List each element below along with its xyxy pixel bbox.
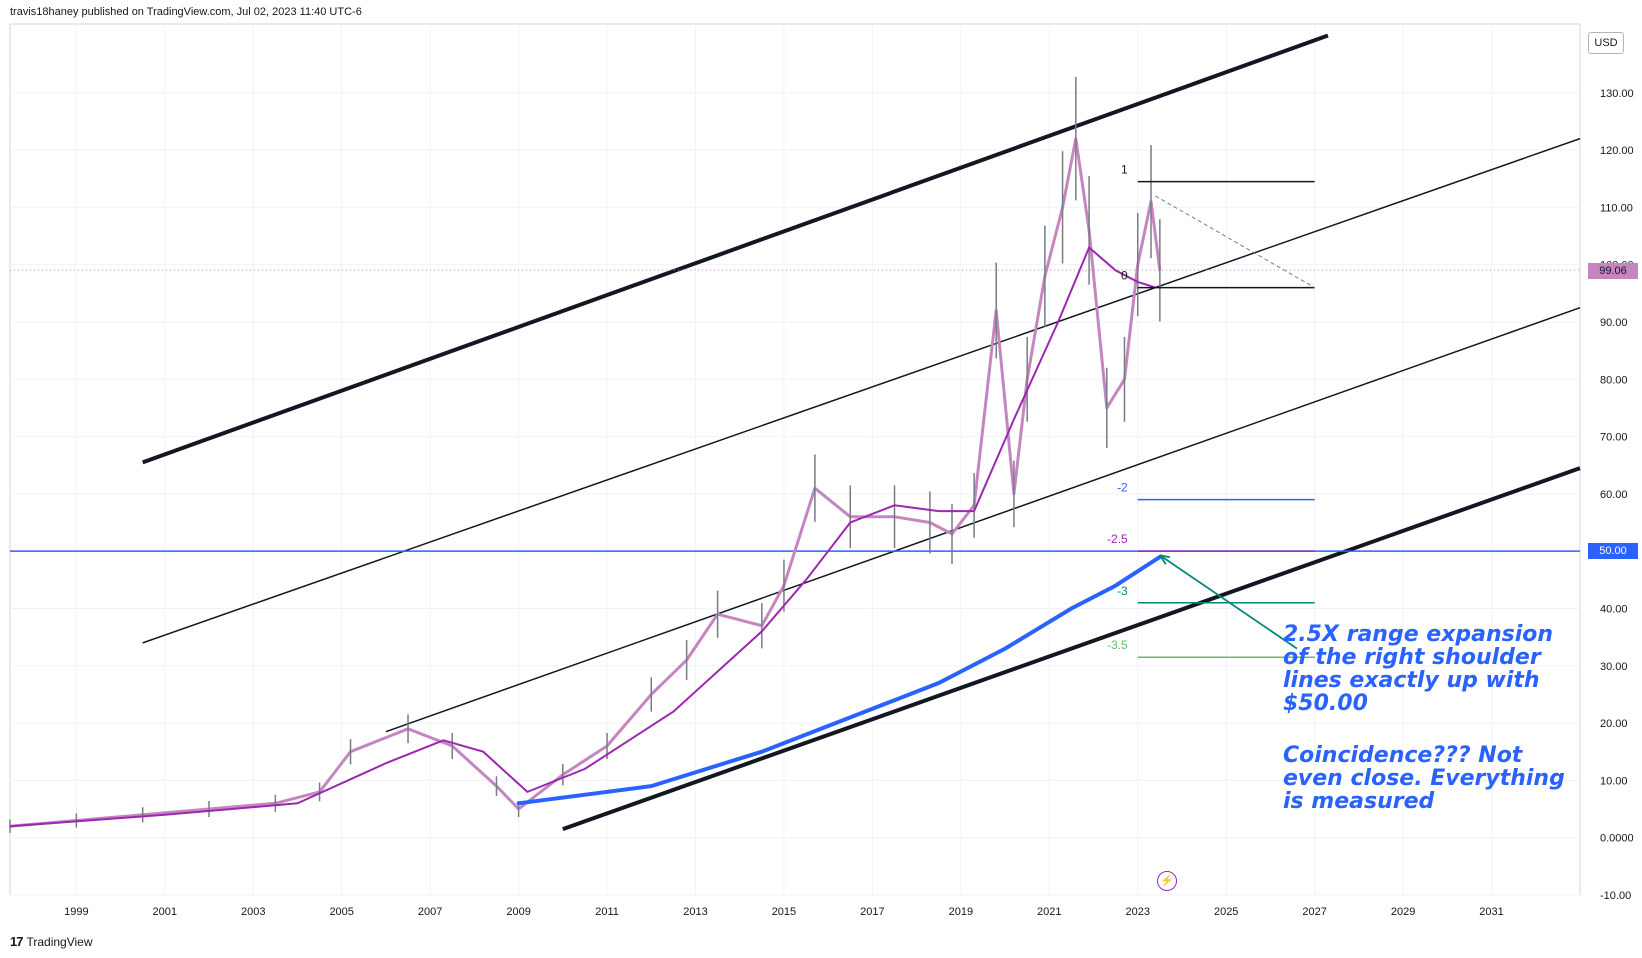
annotation-line: even close. Everything <box>1283 766 1565 791</box>
lightning-icon[interactable]: ⚡ <box>1157 871 1177 891</box>
x-tick-label: 2013 <box>683 906 707 918</box>
y-tick-label: 0.0000 <box>1600 833 1634 845</box>
annotation-coincidence: Coincidence??? Not even close. Everythin… <box>1283 744 1565 813</box>
y-tick-label: 90.00 <box>1600 317 1628 329</box>
last-price-tag: 99.06 <box>1588 263 1638 279</box>
x-tick-label: 2011 <box>595 906 619 918</box>
annotation-expansion: 2.5X range expansion of the right should… <box>1283 623 1553 715</box>
x-tick-label: 2007 <box>418 906 442 918</box>
y-tick-label: 120.00 <box>1600 145 1634 157</box>
level-price-tag: 50.00 <box>1588 543 1638 559</box>
x-tick-label: 2031 <box>1479 906 1503 918</box>
tradingview-logo-icon: 17 <box>10 934 24 949</box>
fib-level-label: -2 <box>1117 481 1128 495</box>
channel-line <box>142 137 1581 644</box>
x-tick-label: 2017 <box>860 906 884 918</box>
y-tick-label: 60.00 <box>1600 489 1628 501</box>
moving-average-line <box>9 245 1156 828</box>
publisher-header: travis18haney published on TradingView.c… <box>10 6 362 18</box>
y-tick-label: 40.00 <box>1600 603 1628 615</box>
x-tick-label: 2015 <box>772 906 796 918</box>
long-trend-line <box>516 554 1162 806</box>
fib-level-label: -2.5 <box>1107 532 1128 546</box>
annotation-line: $50.00 <box>1283 691 1368 716</box>
x-tick-label: 2021 <box>1037 906 1061 918</box>
x-axis: 1999 2001 2003 2005 2007 2009 2011 2013 2015 2017… <box>64 906 1504 918</box>
channel-line <box>562 466 1581 831</box>
annotation-arrowhead <box>1159 554 1171 565</box>
projection-dash-line <box>1155 195 1315 289</box>
currency-label[interactable]: USD <box>1588 32 1624 54</box>
brand-label: TradingView <box>26 934 93 949</box>
x-tick-label: 2005 <box>329 906 353 918</box>
x-tick-label: 2009 <box>506 906 530 918</box>
annotation-line: 2.5X range expansion <box>1283 622 1554 647</box>
x-tick-label: 1999 <box>64 906 88 918</box>
annotation-arrow <box>1159 554 1298 650</box>
annotation-line: lines exactly up with <box>1283 668 1540 693</box>
y-tick-label: 80.00 <box>1600 374 1628 386</box>
y-axis: 130.00120.00110.00100.0090.0080.0070.006… <box>1600 88 1634 902</box>
fib-level-label: -3.5 <box>1107 638 1128 652</box>
x-tick-label: 2001 <box>153 906 177 918</box>
footer-brand: 17 TradingView <box>10 934 93 949</box>
x-tick-label: 2025 <box>1214 906 1238 918</box>
annotation-line: Coincidence??? Not <box>1283 743 1523 768</box>
x-tick-label: 2003 <box>241 906 265 918</box>
price-line <box>9 137 1162 828</box>
x-tick-label: 2029 <box>1391 906 1415 918</box>
annotation-line: of the right shoulder <box>1283 645 1541 670</box>
fib-level-label: 1 <box>1121 163 1128 177</box>
y-tick-label: -10.00 <box>1600 890 1631 902</box>
y-tick-label: 10.00 <box>1600 775 1628 787</box>
x-tick-label: 2019 <box>949 906 973 918</box>
channel-line <box>141 33 1329 465</box>
y-tick-label: 30.00 <box>1600 661 1628 673</box>
y-tick-label: 70.00 <box>1600 432 1628 444</box>
y-tick-label: 130.00 <box>1600 88 1634 100</box>
annotation-line: is measured <box>1283 789 1435 814</box>
fib-level-label: 0 <box>1121 269 1128 283</box>
fib-levels: 1 0 -2 -2.5 -3 -3.5 <box>1107 163 1315 658</box>
y-tick-label: 110.00 <box>1600 202 1633 214</box>
fib-level-label: -3 <box>1117 584 1128 598</box>
channel-lines <box>141 33 1581 831</box>
x-tick-label: 2027 <box>1302 906 1326 918</box>
channel-line <box>385 306 1581 733</box>
x-tick-label: 2023 <box>1126 906 1150 918</box>
y-tick-label: 20.00 <box>1600 718 1628 730</box>
series-layer <box>9 76 1580 833</box>
